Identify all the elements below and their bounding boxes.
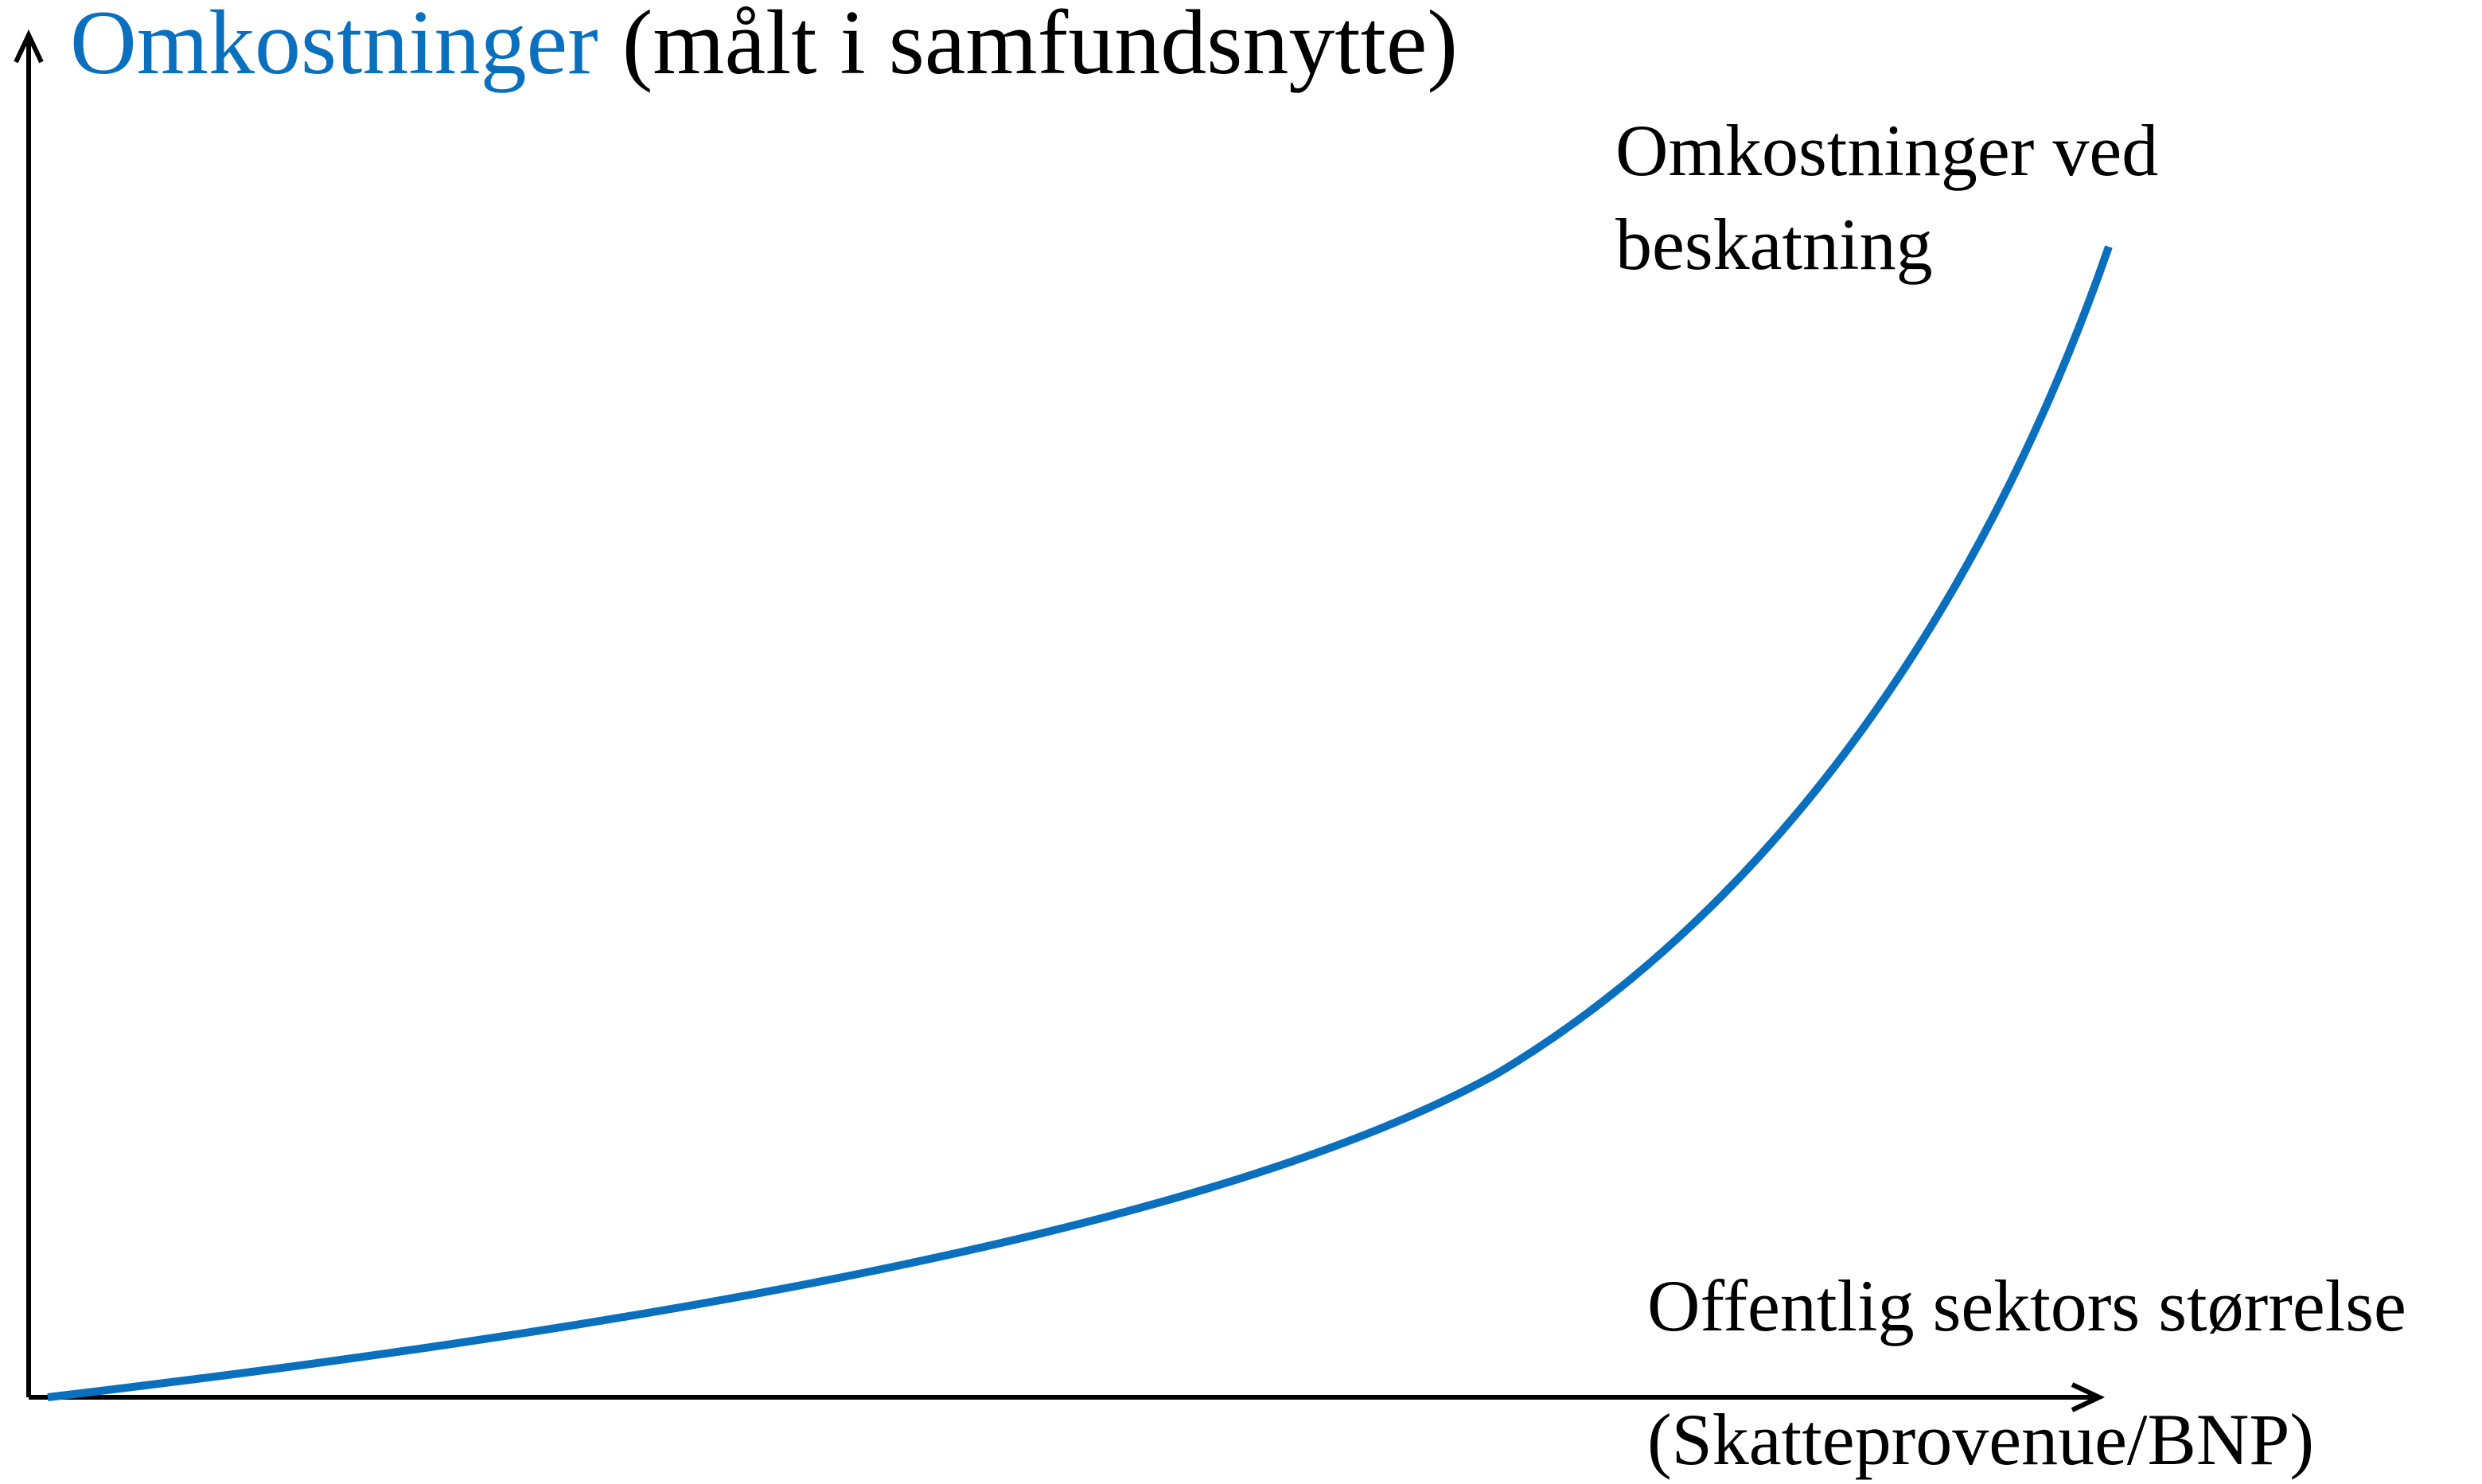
title-highlight: Omkostninger xyxy=(70,0,598,94)
title: Omkostninger (målt i samfundsnytte) xyxy=(70,0,1458,94)
cost-curve xyxy=(47,245,2113,1401)
axes xyxy=(14,29,2106,1412)
title-rest: (målt i samfundsnytte) xyxy=(622,0,1458,94)
y-axis-arrow xyxy=(14,29,44,64)
x-axis-sublabel: (Skatteprovenue/BNP) xyxy=(1647,1399,2314,1480)
curve-label-line: Omkostninger ved xyxy=(1615,110,2158,191)
x-axis-label: Offentlig sektors størrelse xyxy=(1647,1265,2406,1346)
curve-label-line: beskatning xyxy=(1615,204,1933,285)
x-axis-arrow xyxy=(2071,1382,2106,1412)
